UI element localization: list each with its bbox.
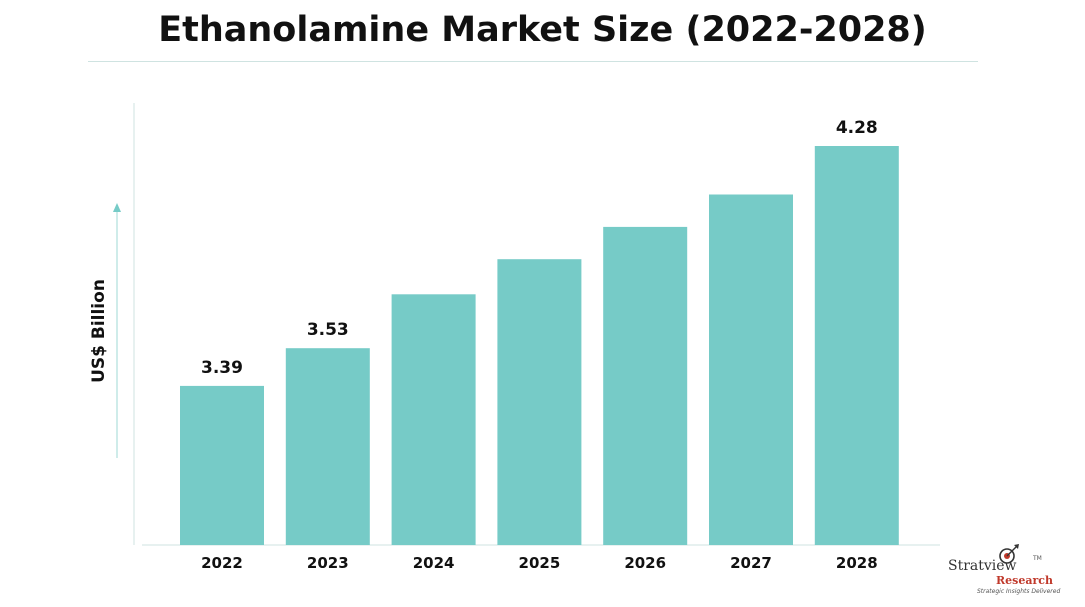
logo-trademark: TM	[1033, 555, 1042, 562]
chart-title: Ethanolamine Market Size (2022-2028)	[158, 10, 927, 50]
bar-2023	[285, 348, 370, 545]
bar-2028	[814, 146, 899, 545]
logo-tagline: Strategic Insights Delivered	[977, 588, 1061, 595]
y-arrow-head	[113, 203, 121, 212]
x-tick-label-2026: 2026	[624, 554, 666, 572]
x-tick-label-2022: 2022	[201, 554, 243, 572]
logo-name: Stratview	[948, 558, 1017, 574]
bar-2022	[180, 385, 264, 545]
bar-2025	[497, 259, 582, 545]
data-label-2023: 3.53	[307, 320, 349, 340]
bar-2026	[603, 226, 688, 545]
data-label-2022: 3.39	[201, 358, 243, 378]
y-axis-label: US$ Billion	[89, 279, 109, 383]
title-divider	[88, 61, 978, 62]
x-tick-label-2024: 2024	[413, 554, 455, 572]
stratview-logo: Stratview TM Research Strategic Insights…	[948, 544, 1061, 600]
x-tick-label-2028: 2028	[836, 554, 878, 572]
x-tick-label-2027: 2027	[730, 554, 772, 572]
data-label-2028: 4.28	[836, 118, 878, 138]
target-icon	[999, 544, 1019, 564]
bar-2024	[391, 294, 476, 545]
x-tick-label-2023: 2023	[307, 554, 349, 572]
bar-2027	[709, 194, 793, 545]
x-tick-label-2025: 2025	[519, 554, 561, 572]
logo-subname: Research	[996, 574, 1053, 587]
